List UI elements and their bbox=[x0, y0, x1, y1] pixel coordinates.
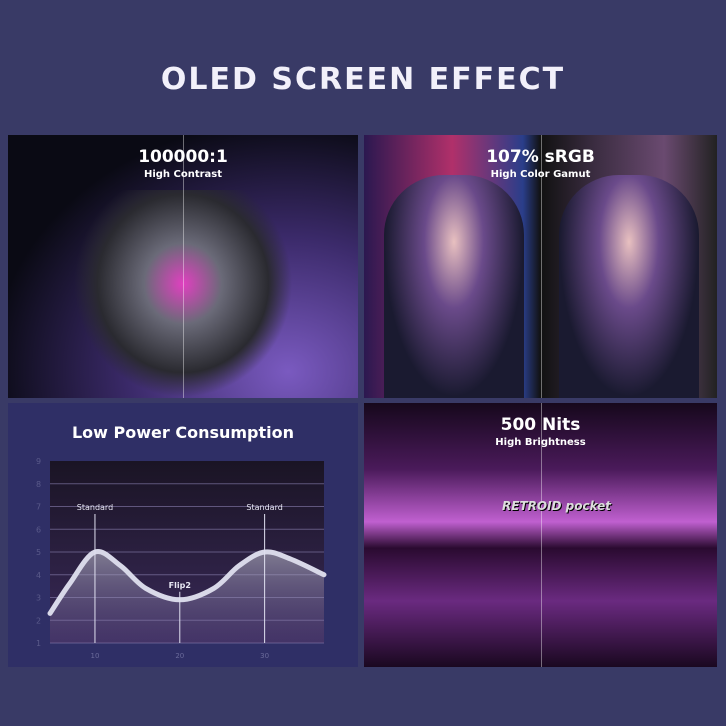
brightness-panel: RETROID pocket 500 Nits High Brightness bbox=[364, 403, 717, 667]
power-headline: Low Power Consumption bbox=[71, 423, 295, 442]
x-tick-label: 20 bbox=[175, 652, 184, 660]
girl-image-left bbox=[384, 175, 524, 398]
annotation-label: Standard bbox=[77, 503, 113, 512]
y-tick-label: 7 bbox=[36, 503, 41, 512]
contrast-subtitle: High Contrast bbox=[143, 169, 223, 180]
power-chart: 1 2 3 4 5 6 7 8 9 10 20 30 Standard Flip2 Standard bbox=[36, 457, 327, 660]
contrast-panel: 100000:1 High Contrast bbox=[8, 135, 358, 398]
color-headline: 107% sRGB bbox=[486, 147, 595, 167]
brightness-headline: 500 Nits bbox=[500, 415, 581, 435]
color-subtitle: High Color Gamut bbox=[490, 169, 591, 180]
x-tick-label: 10 bbox=[90, 652, 99, 660]
y-tick-label: 2 bbox=[36, 616, 41, 625]
y-tick-label: 3 bbox=[36, 594, 41, 603]
annotation-label: Flip2 bbox=[169, 581, 191, 590]
color-panel: 107% sRGB High Color Gamut bbox=[364, 135, 717, 398]
y-tick-label: 6 bbox=[36, 525, 41, 534]
y-tick-label: 4 bbox=[36, 571, 41, 580]
brightness-subtitle: High Brightness bbox=[495, 437, 586, 448]
annotation-label: Standard bbox=[246, 503, 282, 512]
comparison-divider bbox=[540, 135, 542, 398]
retroid-logo: RETROID pocket bbox=[502, 499, 612, 513]
girl-image-right bbox=[559, 175, 699, 398]
y-tick-label: 9 bbox=[36, 457, 41, 466]
y-tick-label: 5 bbox=[36, 548, 41, 557]
series-area bbox=[50, 551, 324, 643]
page-title: OLED SCREEN EFFECT bbox=[160, 62, 566, 97]
contrast-headline: 100000:1 bbox=[138, 147, 228, 167]
comparison-divider bbox=[540, 403, 542, 667]
y-tick-label: 1 bbox=[36, 639, 41, 648]
y-tick-label: 8 bbox=[36, 480, 41, 489]
power-panel: Low Power Consumption 1 2 3 4 5 6 7 8 9 10 20 30 Sta… bbox=[8, 403, 358, 667]
robot-image bbox=[73, 190, 293, 398]
comparison-divider bbox=[183, 135, 184, 398]
x-tick-label: 30 bbox=[260, 652, 269, 660]
